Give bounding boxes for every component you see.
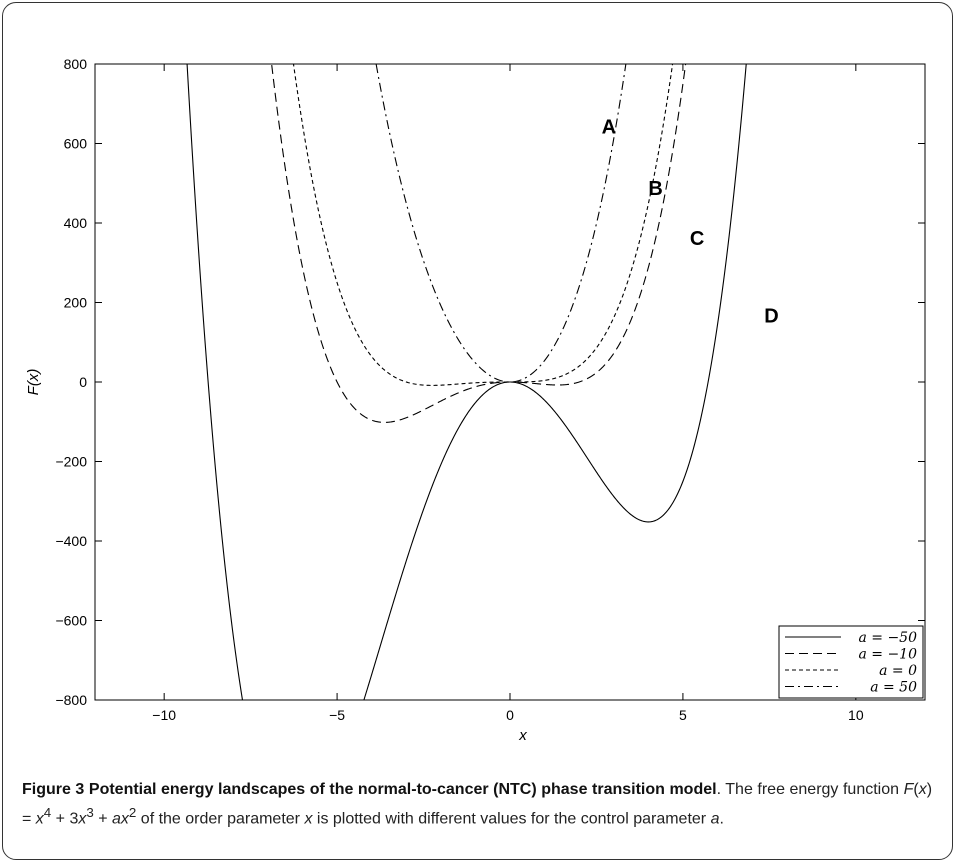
caption-func-name: F — [903, 781, 914, 798]
y-tick-label: 600 — [64, 136, 88, 152]
x-tick-label: 5 — [679, 707, 687, 723]
legend-entry-1: a = −50 — [858, 630, 917, 646]
figure-caption: Figure 3 Potential energy landscapes of … — [22, 781, 933, 828]
legend-box — [778, 625, 924, 699]
caption-func-arg: x — [918, 781, 927, 798]
curve-labels-layer: D C B A — [602, 117, 779, 328]
x-tick-label: −5 — [329, 707, 345, 723]
y-tick-label: −600 — [55, 613, 87, 629]
curve-label-d: D — [764, 305, 778, 327]
caption-var-a: a — [710, 810, 720, 828]
caption-plus-1: + 3 — [51, 810, 79, 828]
chart-canvas: −10 −5 0 5 10 −800 −600 −400 −200 0 200 400 600 800 D… — [25, 56, 926, 744]
legend-entry-2: a = −10 — [858, 647, 917, 663]
x-axis-label: x — [518, 727, 527, 744]
curve-label-c: C — [690, 228, 704, 250]
caption-sup-4: 4 — [43, 805, 52, 820]
y-tick-label: −800 — [55, 692, 87, 708]
caption-text-4: . — [719, 810, 724, 828]
plot-border — [94, 63, 926, 701]
caption-text-3: is plotted with different values for the… — [312, 810, 711, 828]
y-tick-label: −400 — [55, 533, 87, 549]
caption-text-2: of the order parameter — [136, 810, 305, 828]
caption-sup-3: 3 — [86, 805, 94, 820]
caption-figure-label: Figure 3 — [22, 781, 85, 798]
caption-text-1: . The free energy function — [716, 781, 904, 798]
y-tick-label: 400 — [64, 215, 88, 231]
x-tick-label: 0 — [506, 707, 514, 723]
caption-ax: ax — [112, 810, 129, 828]
curve-label-a: A — [602, 117, 616, 139]
y-tick-label: 200 — [64, 295, 88, 311]
caption-x3: x — [78, 810, 87, 828]
curves-layer — [186, 64, 747, 700]
x-tick-label: −10 — [152, 707, 176, 723]
ticks-layer: −10 −5 0 5 10 −800 −600 −400 −200 0 200 400 600 800 — [55, 56, 925, 723]
y-axis-label: F(x) — [25, 369, 42, 396]
x-tick-label: 10 — [848, 707, 864, 723]
curve-label-b: B — [648, 178, 662, 200]
series-line-2 — [271, 64, 687, 423]
caption-func-eq: ) = — [22, 781, 933, 828]
legend-entry-4: a = 50 — [870, 680, 917, 696]
y-tick-label: −200 — [55, 454, 87, 470]
y-tick-label: 800 — [64, 56, 88, 72]
legend: a = −50a = −10a = 0a = 50 — [778, 625, 924, 699]
legend-entry-3: a = 0 — [879, 663, 917, 679]
caption-sup-2: 2 — [128, 805, 137, 820]
caption-x4: x — [35, 810, 44, 828]
caption-plus-2: + — [93, 810, 113, 828]
caption-title: Potential energy landscapes of the norma… — [88, 781, 717, 798]
caption-var-x: x — [304, 810, 313, 828]
y-tick-label: 0 — [79, 374, 87, 390]
